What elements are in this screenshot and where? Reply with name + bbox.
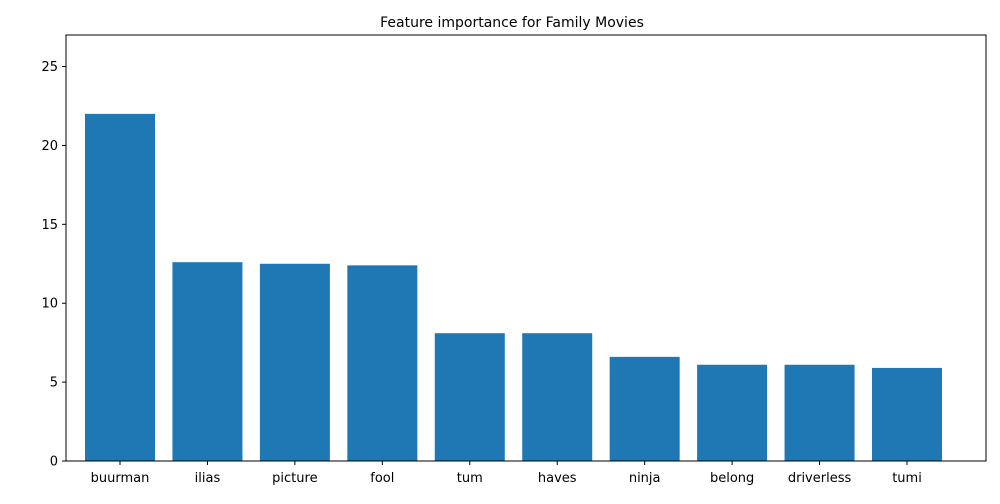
- bar-haves: [522, 333, 593, 461]
- x-tick-label: ninja: [629, 471, 661, 486]
- x-tick-label: tumi: [892, 471, 922, 486]
- bar-driverless: [784, 364, 855, 461]
- y-tick-label: 15: [41, 218, 58, 233]
- y-tick-label: 5: [50, 376, 58, 391]
- bar-belong: [697, 364, 768, 461]
- bars-layer: [85, 113, 942, 461]
- bar-picture: [259, 263, 330, 461]
- plot-frame: [65, 34, 987, 462]
- bar-tum: [434, 333, 505, 461]
- x-tick-label: ilias: [195, 471, 221, 486]
- bar-buurman: [85, 113, 155, 461]
- y-tick-label: 20: [41, 139, 58, 154]
- y-tick-label: 10: [41, 297, 58, 312]
- chart-title: Feature importance for Family Movies: [380, 15, 644, 31]
- bar-ilias: [172, 262, 243, 461]
- bar-fool: [347, 265, 418, 461]
- bar-tumi: [872, 367, 942, 461]
- x-tick-label: belong: [710, 471, 754, 486]
- x-tick-label: fool: [370, 471, 394, 486]
- axes-layer: [65, 34, 987, 462]
- bar-ninja: [609, 356, 680, 461]
- x-tick-label: picture: [272, 471, 317, 486]
- y-tick-label: 25: [41, 60, 58, 75]
- x-tick-label: driverless: [788, 471, 852, 486]
- x-tick-label: tum: [457, 471, 483, 486]
- x-tick-label: haves: [538, 471, 577, 486]
- x-tick-label: buurman: [91, 471, 150, 486]
- ticks-layer: buurman ilias picture fool tum haves ninja belo…: [41, 60, 921, 486]
- y-tick-label: 0: [50, 455, 58, 470]
